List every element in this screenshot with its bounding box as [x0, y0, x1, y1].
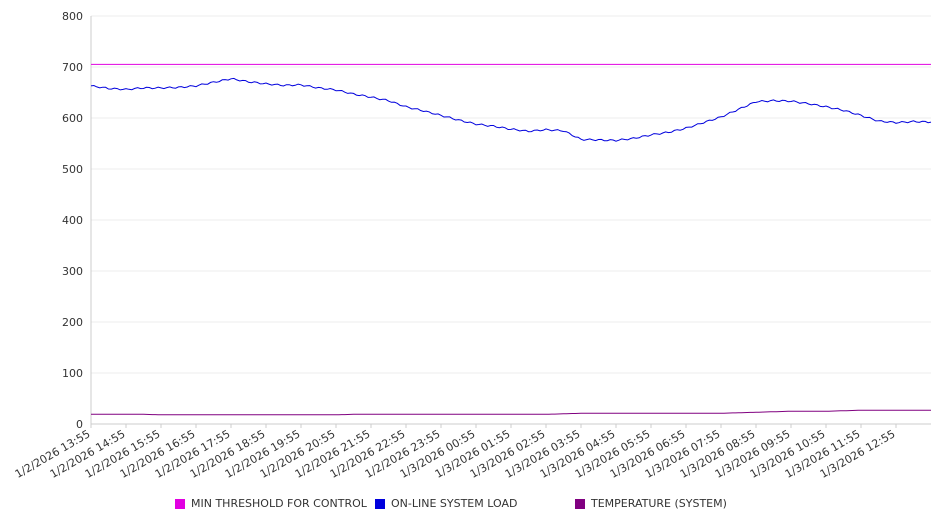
- y-tick-label: 100: [62, 367, 83, 380]
- y-axis-tick-labels: 0 100 200 300 400 500 600 700 800: [62, 10, 83, 431]
- y-tick-label: 600: [62, 112, 83, 125]
- chart-svg: 0 100 200 300 400 500 600 700 800 1/2/2026 13:55…: [13, 10, 932, 481]
- y-tick-label: 700: [62, 61, 83, 74]
- legend-label-min-threshold: MIN THRESHOLD FOR CONTROL: [191, 497, 367, 510]
- series-line-on-line-system-load: [90, 77, 932, 142]
- y-tick-label: 200: [62, 316, 83, 329]
- series-line-temperature-system: [91, 409, 931, 416]
- y-tick-label: 300: [62, 265, 83, 278]
- legend-label-temperature: TEMPERATURE (SYSTEM): [591, 497, 727, 510]
- series-lines: [90, 63, 932, 416]
- legend-swatch-min-threshold: [175, 498, 185, 509]
- x-axis-tick-labels: 1/2/2026 13:551/2/2026 14:551/2/2026 15:…: [13, 427, 898, 481]
- legend-item-temperature[interactable]: TEMPERATURE (SYSTEM): [575, 497, 727, 510]
- y-tick-label: 800: [62, 10, 83, 23]
- legend: MIN THRESHOLD FOR CONTROL ON-LINE SYSTEM…: [0, 497, 946, 515]
- legend-swatch-temperature: [575, 498, 585, 509]
- legend-item-system-load[interactable]: ON-LINE SYSTEM LOAD: [375, 497, 517, 510]
- grid-lines: [91, 15, 931, 374]
- y-tick-label: 0: [76, 418, 83, 431]
- y-tick-label: 400: [62, 214, 83, 227]
- y-tick-label: 500: [62, 163, 83, 176]
- legend-swatch-system-load: [375, 498, 385, 509]
- axes: [90, 16, 931, 428]
- legend-label-system-load: ON-LINE SYSTEM LOAD: [391, 497, 518, 510]
- legend-item-min-threshold[interactable]: MIN THRESHOLD FOR CONTROL: [175, 497, 367, 510]
